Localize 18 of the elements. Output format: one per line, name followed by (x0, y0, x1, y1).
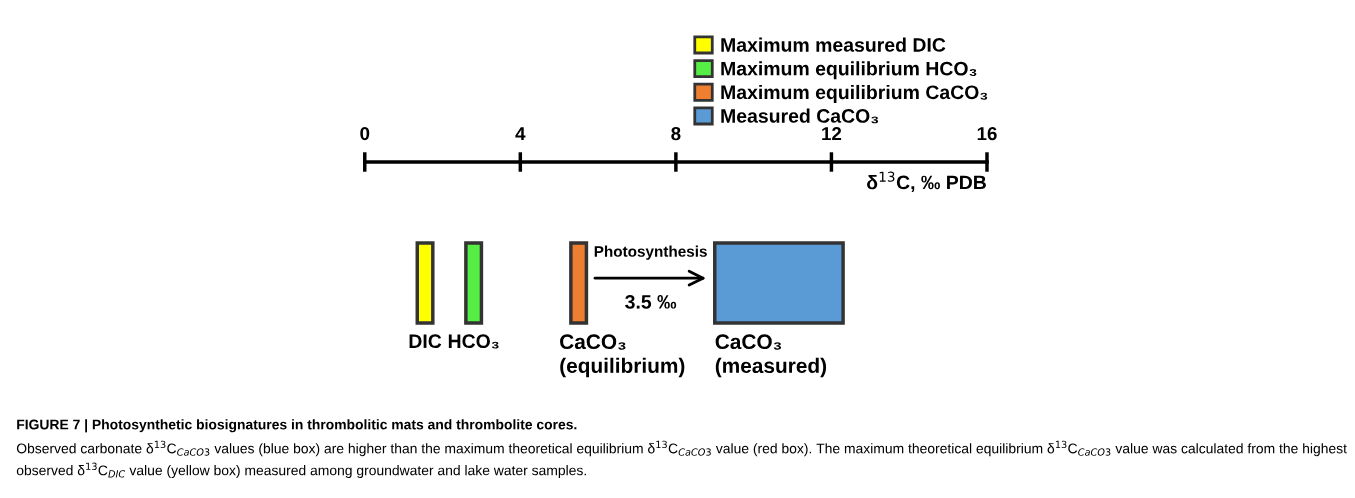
text: Observed carbonate δ$^{13}$C$_{CaCO3}$ values (blue box) are higher than the maximum theoretical equilibrium δ$^{13}$C$_{CaCO3}$ value (red box). The maximum theoretical equilibrium δ$^{13}$C$_{CaCO3}$ value was calculated from the highest observed δ$^{13}$C$_{DIC}$ value (yellow box) measured among groundwater and lake water samples. (16, 440, 1347, 479)
x-tick-label: 0 (360, 126, 370, 141)
annotation: DIC (409, 334, 442, 349)
x-tick-label: 12 (822, 126, 842, 141)
annotation: FIGURE 7 | Photosynthetic biosignatures in thrombolitic mats and thrombolite cores. (17, 419, 577, 433)
x-axis-title: δ$^{13}$C, ‰ PDB (867, 171, 986, 193)
legend-label: Maximum equilibrium CaCO₃ (721, 84, 988, 104)
legend-label: Maximum equilibrium HCO₃ (721, 61, 977, 80)
x-tick-label: 4 (515, 127, 526, 141)
annotation: HCO₃ (448, 334, 499, 349)
annotation: CaCO₃ (measured) (715, 334, 827, 378)
legend-label: Maximum measured DIC (721, 37, 946, 52)
x-tick-label: 8 (671, 126, 681, 141)
x-tick-label: 16 (977, 126, 997, 141)
annotation: CaCO₃ (equilibrium) (560, 334, 685, 378)
annotation: Photosynthesis (594, 245, 707, 260)
legend-label: Measured CaCO₃ (721, 108, 879, 124)
annotation: 3.5 ‰ (625, 295, 677, 309)
